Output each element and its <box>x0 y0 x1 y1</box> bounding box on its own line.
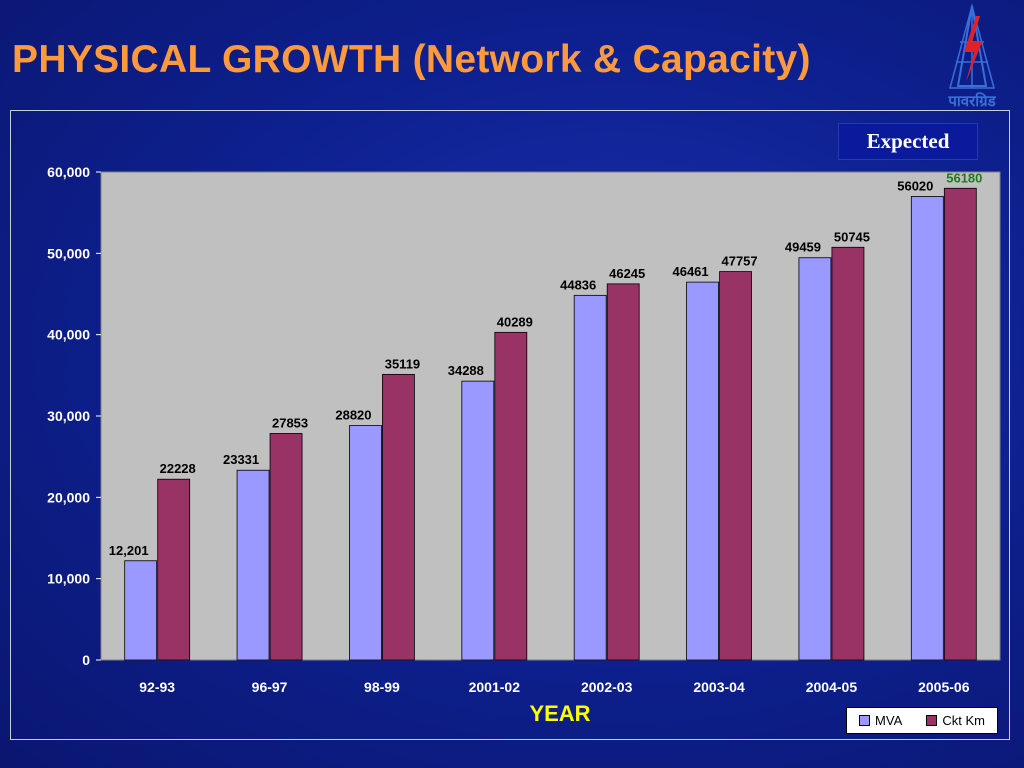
data-label: 23331 <box>223 452 259 467</box>
y-axis: 0 10,000 20,000 30,000 40,000 50,000 60,000 <box>47 164 101 668</box>
legend-label-mva: MVA <box>875 713 903 728</box>
bar-mva <box>910 195 944 661</box>
bar-ckt-km <box>494 331 528 661</box>
legend-item-ckt-km: Ckt Km <box>926 713 985 728</box>
data-label: 28820 <box>335 408 371 423</box>
legend-label-ckt-km: Ckt Km <box>942 713 985 728</box>
y-tick-label: 60,000 <box>47 164 90 180</box>
data-label: 46461 <box>672 264 708 279</box>
expected-label: Expected <box>838 123 978 160</box>
legend-swatch-ckt-km <box>926 715 938 726</box>
data-label: 56180 <box>946 170 982 185</box>
bar-ckt-km <box>382 373 415 661</box>
data-label: 49459 <box>785 240 821 255</box>
chart-legend: MVA Ckt Km <box>846 707 998 734</box>
power-grid-logo: पावरग्रिड <box>947 3 997 110</box>
y-tick-label: 0 <box>82 652 90 668</box>
bar-ckt-km <box>719 271 752 661</box>
x-tick-label: 2004-05 <box>806 679 858 695</box>
bar-ckt-km <box>943 187 977 661</box>
bar-mva <box>124 560 158 661</box>
data-label: 34288 <box>448 363 484 378</box>
data-label: 56020 <box>897 178 933 193</box>
bar-ckt-km <box>606 283 640 661</box>
bar-ckt-km <box>831 246 865 661</box>
x-tick-label: 2003-04 <box>693 679 745 695</box>
legend-item-mva: MVA <box>859 713 902 728</box>
bar-mva <box>686 281 719 661</box>
data-label: 46245 <box>609 266 645 281</box>
x-tick-label: 96-97 <box>252 679 288 695</box>
legend-swatch-mva <box>859 715 871 726</box>
y-tick-label: 20,000 <box>47 489 90 505</box>
x-axis-title: YEAR <box>529 701 590 726</box>
bar-mva <box>461 380 495 661</box>
data-label: 12,201 <box>109 543 149 558</box>
bar-mva <box>573 294 607 661</box>
data-label: 35119 <box>385 356 420 371</box>
y-tick-label: 10,000 <box>47 571 90 587</box>
y-tick-label: 30,000 <box>47 408 90 424</box>
data-labels: 12,201 22228 23331 27853 28820 35119 34288 4028… <box>109 170 983 557</box>
data-label: 50745 <box>834 229 870 244</box>
bar-ckt-km <box>157 478 191 661</box>
x-tick-label: 2005-06 <box>918 679 970 695</box>
data-label: 44836 <box>560 277 596 292</box>
x-axis: 92-93 96-97 98-99 2001-02 2002-03 2003-04 2004… <box>139 679 969 695</box>
bar-mva <box>236 469 270 661</box>
bars <box>124 187 977 661</box>
bar-mva <box>798 257 832 661</box>
data-label: 22228 <box>160 461 196 476</box>
logo-tower-icon <box>949 3 995 89</box>
data-label: 40289 <box>497 314 533 329</box>
y-tick-label: 40,000 <box>47 327 90 343</box>
logo-text: पावरग्रिड <box>947 92 996 110</box>
x-tick-label: 98-99 <box>364 679 400 695</box>
x-tick-label: 2002-03 <box>581 679 633 695</box>
x-tick-label: 2001-02 <box>469 679 521 695</box>
page-title: PHYSICAL GROWTH (Network & Capacity) <box>12 38 811 81</box>
bar-mva <box>349 425 382 661</box>
chart-frame <box>10 110 1010 740</box>
bar-ckt-km <box>269 433 303 661</box>
plot-area <box>100 171 1001 661</box>
y-tick-label: 50,000 <box>47 245 90 261</box>
x-tick-label: 92-93 <box>139 679 175 695</box>
data-label: 27853 <box>272 415 308 430</box>
data-label: 47757 <box>721 254 757 269</box>
